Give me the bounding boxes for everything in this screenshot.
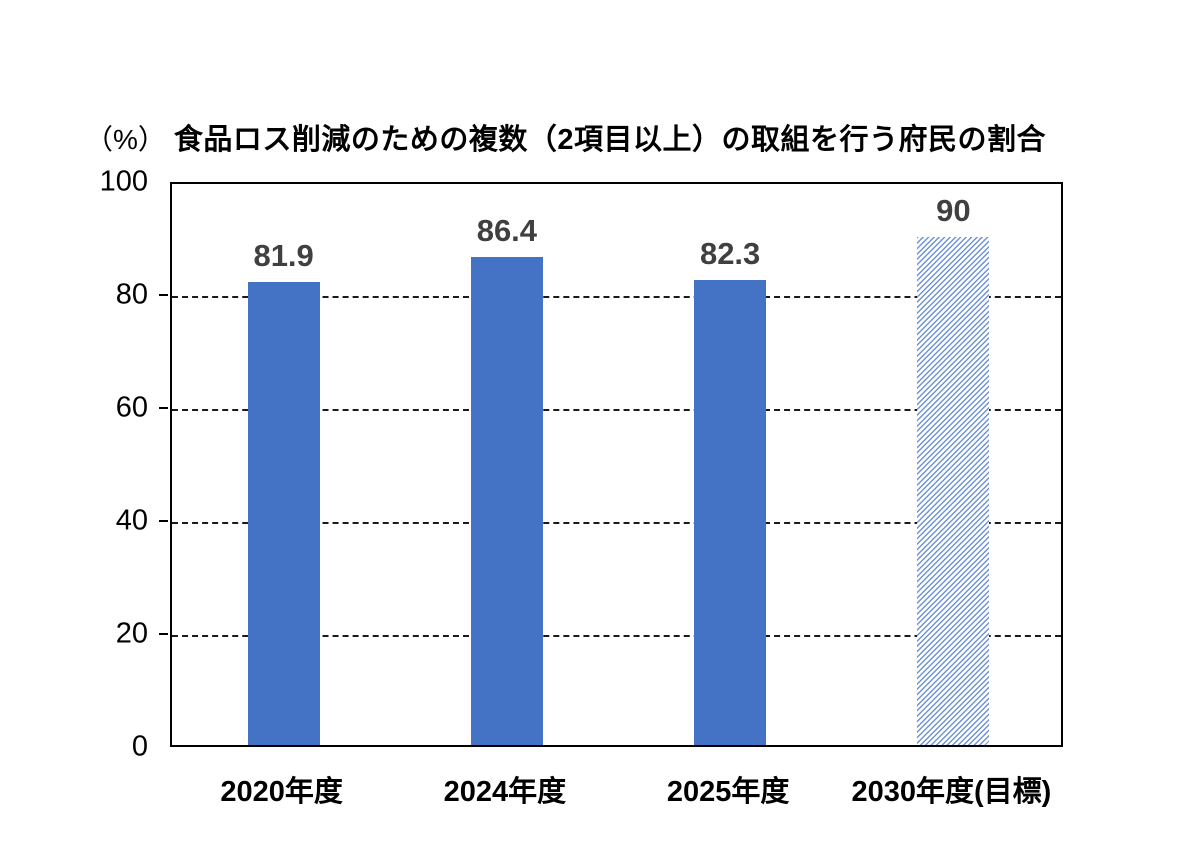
y-axis-label-0: 0 [131, 730, 148, 763]
gridline-20 [172, 635, 1061, 637]
bar-2030年度(目標) [917, 236, 990, 745]
y-tick-40 [159, 520, 168, 522]
bar-value-label-2020年度: 81.9 [253, 238, 314, 274]
y-tick-60 [159, 407, 168, 409]
gridline-40 [172, 522, 1061, 524]
x-axis-label-2030年度(目標): 2030年度(目標) [851, 776, 1052, 808]
gridline-60 [172, 409, 1061, 411]
y-tick-20 [159, 633, 168, 635]
bar-2020年度 [247, 282, 320, 745]
chart-title: 食品ロス削減のための複数（2項目以上）の取組を行う府民の割合 [173, 124, 1047, 156]
bar-value-label-2030年度(目標): 90 [936, 192, 971, 228]
y-axis-label-60: 60 [115, 391, 148, 424]
chart-header: （%） 食品ロス削減のための複数（2項目以上）の取組を行う府民の割合 [85, 116, 1165, 158]
plot-area: 81.9 86.4 82.3 90 [170, 182, 1063, 747]
y-axis-label-20: 20 [115, 617, 148, 650]
y-axis-label-40: 40 [115, 504, 148, 537]
gridline-80 [172, 296, 1061, 298]
x-axis-label-2020年度: 2020年度 [220, 776, 343, 808]
y-axis-label-100: 100 [99, 165, 148, 198]
y-tick-80 [159, 294, 168, 296]
y-axis-unit-label: （%） [85, 124, 166, 155]
bar-2024年度 [470, 256, 543, 745]
x-axis-label-2025年度: 2025年度 [666, 776, 790, 808]
bar-value-label-2024年度: 86.4 [476, 212, 538, 248]
y-axis-label-80: 80 [115, 278, 148, 311]
bar-2025年度 [694, 280, 767, 745]
bar-value-label-2025年度: 82.3 [699, 236, 761, 272]
x-axis-label-2024年度: 2024年度 [443, 776, 567, 808]
